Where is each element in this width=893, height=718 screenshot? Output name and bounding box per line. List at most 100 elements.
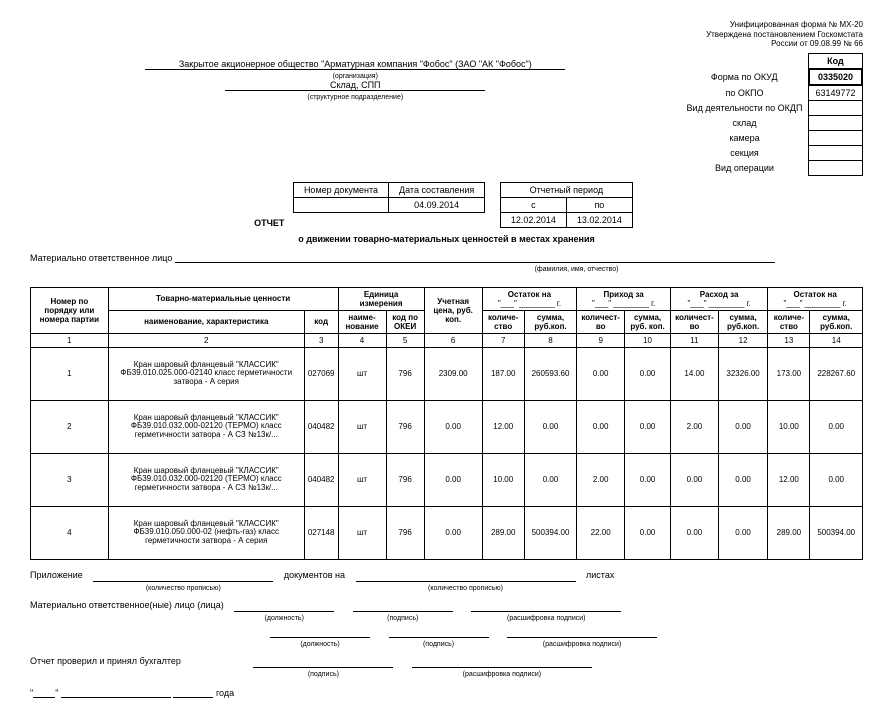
- pril-label: Приложение: [30, 570, 83, 580]
- cell-code: 027148: [304, 506, 338, 559]
- cell-okei: 796: [386, 400, 424, 453]
- h-name: наименование, характеристика: [108, 310, 304, 333]
- okdp-label: Вид деятельности по ОКДП: [681, 100, 809, 115]
- h-ost1s: сумма, руб.коп.: [524, 310, 576, 333]
- table-row: 3Кран шаровый фланцевый "КЛАССИК" ФБ39.0…: [31, 453, 863, 506]
- sekcia-label: секция: [681, 145, 809, 160]
- h-code: код: [304, 310, 338, 333]
- cell-end_s: 0.00: [810, 453, 863, 506]
- cell-out_q: 0.00: [671, 453, 719, 506]
- cell-ost_q: 10.00: [482, 453, 524, 506]
- h-ost2: Остаток на"___" ________ г.: [768, 287, 863, 310]
- mol-sub: (фамилия, имя, отчество): [535, 266, 619, 273]
- buh-label: Отчет проверил и принял бухгалтер: [30, 656, 181, 666]
- main-table: Номер по порядку или номе­ра партии Това…: [30, 287, 863, 560]
- cell-end_s: 228267.60: [810, 347, 863, 400]
- cell-out_s: 32326.00: [718, 347, 767, 400]
- table-row: 4Кран шаровый фланцевый "КЛАССИК" ФБ39.0…: [31, 506, 863, 559]
- cell-end_q: 173.00: [768, 347, 810, 400]
- okud-label: Форма по ОКУД: [681, 69, 809, 85]
- h-inq: количест­во: [577, 310, 625, 333]
- h-in: Приход за"___" ________ г.: [577, 287, 671, 310]
- sklad-label: склад: [681, 115, 809, 130]
- period-to-label: по: [566, 197, 632, 212]
- cell-out_s: 0.00: [718, 400, 767, 453]
- cell-unit: шт: [338, 347, 386, 400]
- cell-in_q: 0.00: [577, 347, 625, 400]
- cell-in_s: 0.00: [625, 347, 671, 400]
- doc-period-table: Отчетный период с по 12.02.2014 13.02.20…: [500, 182, 633, 228]
- code-header: Код: [809, 53, 862, 69]
- mol-row: Материально ответственное лицо (фамилия,…: [30, 250, 863, 273]
- sklad-value: [809, 115, 862, 130]
- cell-n: 1: [31, 347, 109, 400]
- cell-in_s: 0.00: [625, 453, 671, 506]
- cell-end_q: 12.00: [768, 453, 810, 506]
- cell-out_q: 0.00: [671, 506, 719, 559]
- cell-end_q: 10.00: [768, 400, 810, 453]
- code-table: Код Форма по ОКУД0335020 по ОКПО63149772…: [681, 53, 863, 176]
- oper-value: [809, 160, 862, 175]
- mol-label: Материально ответственное лицо: [30, 253, 172, 263]
- cell-ost_s: 260593.60: [524, 347, 576, 400]
- table-head: Номер по порядку или номе­ра партии Това…: [31, 287, 863, 347]
- doc-num: [293, 197, 388, 212]
- cell-ost_s: 500394.00: [524, 506, 576, 559]
- cell-okei: 796: [386, 506, 424, 559]
- cell-out_q: 2.00: [671, 400, 719, 453]
- period-to: 13.02.2014: [566, 212, 632, 227]
- doc-date-label: Дата составления: [389, 182, 485, 197]
- list-label: листах: [586, 570, 614, 580]
- org-sub2: (структурное подразделение): [307, 94, 403, 101]
- sekcia-value: [809, 145, 862, 160]
- period-from-label: с: [500, 197, 566, 212]
- org-unit: Склад, СПП: [225, 80, 485, 91]
- cell-price: 0.00: [424, 453, 482, 506]
- h-out: Расход за"___" ________ г.: [671, 287, 768, 310]
- doc-header-tables: ОТЧЕТ Номер документа Дата составления 0…: [30, 182, 863, 228]
- cell-price: 0.00: [424, 400, 482, 453]
- cell-n: 4: [31, 506, 109, 559]
- cell-ost_s: 0.00: [524, 453, 576, 506]
- cell-unit: шт: [338, 506, 386, 559]
- doc-num-label: Номер документа: [293, 182, 388, 197]
- oper-label: Вид операции: [681, 160, 809, 175]
- mol2-label: Материально ответственное(ные) лицо (лиц…: [30, 600, 224, 610]
- cell-ost_q: 187.00: [482, 347, 524, 400]
- h-price: Учетная цена, руб. коп.: [424, 287, 482, 333]
- cell-name: Кран шаровый фланцевый "КЛАССИК" ФБ39.01…: [108, 400, 304, 453]
- h-num: Номер по порядку или номе­ра партии: [31, 287, 109, 333]
- cell-code: 040482: [304, 453, 338, 506]
- okpo-value: 63149772: [809, 85, 862, 101]
- cell-unit: шт: [338, 400, 386, 453]
- cell-code: 027069: [304, 347, 338, 400]
- meta-line1: Унифицированная форма № МХ-20: [30, 20, 863, 30]
- cell-out_q: 14.00: [671, 347, 719, 400]
- cell-price: 2309.00: [424, 347, 482, 400]
- h-ost2s: сумма, руб.коп.: [810, 310, 863, 333]
- okud-value: 0335020: [809, 69, 862, 85]
- org-sub1: (организация): [333, 73, 378, 80]
- date-sign-line: "" года: [30, 686, 863, 698]
- cell-end_q: 289.00: [768, 506, 810, 559]
- period-label: Отчетный период: [500, 182, 632, 197]
- h-ost1: Остаток на"___" ________ г.: [482, 287, 577, 310]
- period-from: 12.02.2014: [500, 212, 566, 227]
- cell-end_s: 500394.00: [810, 506, 863, 559]
- cell-in_q: 2.00: [577, 453, 625, 506]
- table-body: 1Кран шаровый фланцевый "КЛАССИК" ФБ39.0…: [31, 347, 863, 559]
- h-ost1q: количе­ство: [482, 310, 524, 333]
- cell-ost_q: 12.00: [482, 400, 524, 453]
- col-number-row: 1234567891011121314: [31, 333, 863, 347]
- cell-n: 3: [31, 453, 109, 506]
- org-name: Закрытое акционерное общество "Арматурна…: [145, 59, 565, 70]
- cell-name: Кран шаровый фланцевый "КЛАССИК" ФБ39.01…: [108, 506, 304, 559]
- cell-n: 2: [31, 400, 109, 453]
- cell-price: 0.00: [424, 506, 482, 559]
- table-row: 2Кран шаровый фланцевый "КЛАССИК" ФБ39.0…: [31, 400, 863, 453]
- okpo-label: по ОКПО: [681, 85, 809, 101]
- table-row: 1Кран шаровый фланцевый "КЛАССИК" ФБ39.0…: [31, 347, 863, 400]
- cell-end_s: 0.00: [810, 400, 863, 453]
- meta-line3: России от 09.08.99 № 66: [30, 39, 863, 49]
- cell-out_s: 0.00: [718, 506, 767, 559]
